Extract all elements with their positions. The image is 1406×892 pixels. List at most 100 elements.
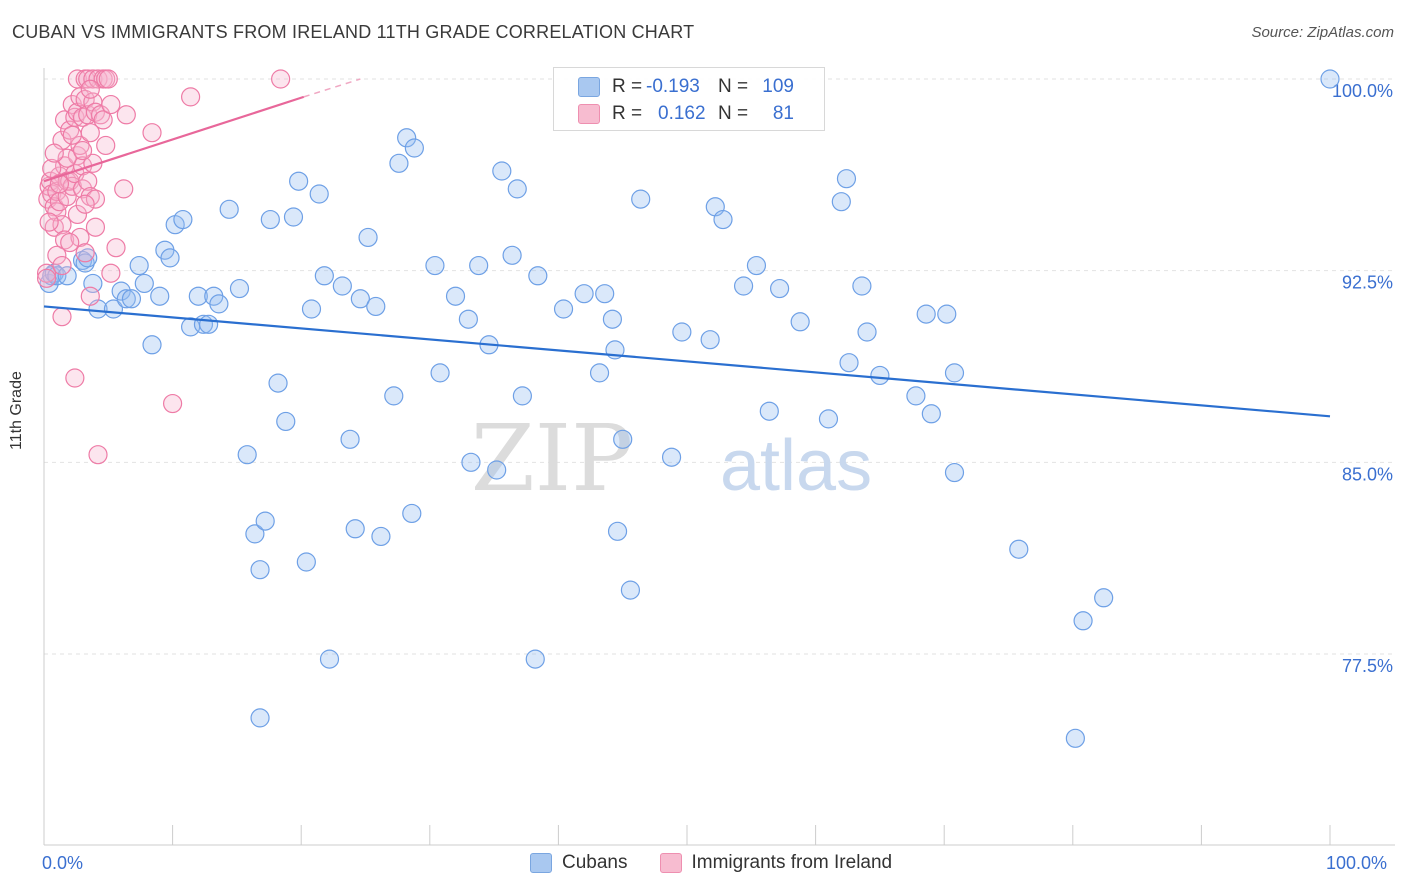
ireland-point bbox=[70, 227, 90, 248]
cuban-point bbox=[358, 227, 378, 248]
ireland-point bbox=[42, 158, 62, 179]
ireland-point bbox=[67, 204, 88, 225]
cuban-point bbox=[319, 649, 340, 669]
cuban-point bbox=[595, 284, 615, 304]
ireland-point bbox=[36, 263, 57, 283]
cuban-point bbox=[116, 289, 136, 309]
y-tick-label: 85.0% bbox=[1342, 464, 1393, 484]
cuban-point bbox=[492, 161, 512, 181]
ireland-point bbox=[78, 171, 98, 191]
legend-item-ireland: Immigrants from Ireland bbox=[659, 852, 892, 874]
x-tick-label-min: 0.0% bbox=[42, 853, 84, 873]
cuban-point bbox=[613, 429, 633, 449]
ireland-point bbox=[106, 238, 126, 258]
cuban-point bbox=[229, 278, 250, 299]
ireland-point bbox=[85, 189, 106, 209]
cuban-point bbox=[57, 266, 77, 286]
ireland-point bbox=[116, 105, 136, 125]
cuban-point bbox=[350, 289, 370, 309]
ireland-point bbox=[44, 217, 64, 237]
cuban-point bbox=[631, 189, 651, 209]
cuban-point bbox=[389, 153, 409, 173]
cuban-point bbox=[301, 299, 322, 319]
cuban-point bbox=[72, 250, 93, 271]
cuban-point bbox=[173, 209, 193, 230]
ireland-point bbox=[88, 69, 108, 89]
legend-r-key: R = bbox=[612, 76, 643, 97]
cuban-point bbox=[1320, 69, 1340, 89]
cuban-point bbox=[852, 276, 872, 296]
legend-n-key: N = bbox=[718, 103, 749, 124]
ireland-point bbox=[65, 368, 85, 388]
ireland-point bbox=[90, 105, 111, 125]
ireland-point bbox=[163, 393, 183, 414]
cuban-point bbox=[245, 524, 265, 544]
ireland-point bbox=[80, 286, 100, 306]
cuban-point bbox=[366, 296, 386, 317]
cuban-point bbox=[404, 138, 424, 158]
cuban-point bbox=[700, 330, 720, 350]
legend-n-value: 109 bbox=[762, 76, 794, 97]
legend-swatch-ireland bbox=[659, 853, 682, 873]
ireland-point bbox=[52, 255, 72, 276]
cuban-point bbox=[296, 552, 316, 572]
cuban-point bbox=[906, 386, 926, 406]
cuban-point bbox=[944, 462, 965, 483]
ireland-point bbox=[47, 245, 67, 265]
cuban-point bbox=[672, 322, 692, 342]
ireland-point bbox=[271, 69, 291, 89]
cuban-point bbox=[916, 304, 936, 324]
cuban-point bbox=[209, 294, 229, 314]
cuban-point bbox=[371, 526, 391, 547]
cuban-point bbox=[289, 171, 309, 191]
ireland-point bbox=[75, 89, 95, 110]
cuban-point bbox=[250, 560, 270, 580]
y-tick-label: 92.5% bbox=[1342, 273, 1393, 293]
series-legend: Cubans Immigrants from Ireland bbox=[530, 852, 924, 874]
cuban-point bbox=[746, 255, 767, 276]
series-ireland bbox=[36, 69, 291, 465]
cuban-point bbox=[250, 708, 270, 728]
legend-swatch-cubans bbox=[530, 853, 552, 873]
legend-swatch-cubans bbox=[578, 77, 600, 97]
cuban-point bbox=[402, 503, 422, 524]
cuban-point bbox=[733, 276, 754, 296]
cuban-point bbox=[129, 255, 149, 276]
ireland-point bbox=[72, 140, 93, 161]
ireland-point bbox=[62, 125, 82, 145]
cuban-point bbox=[818, 409, 839, 429]
cuban-point bbox=[620, 580, 641, 600]
legend-label-cubans: Cubans bbox=[562, 852, 628, 873]
ireland-point bbox=[36, 268, 57, 288]
legend-swatch-ireland bbox=[578, 104, 600, 124]
cuban-point bbox=[525, 649, 545, 669]
legend-r-value: -0.193 bbox=[646, 76, 700, 97]
cuban-point bbox=[921, 404, 941, 424]
cuban-point bbox=[134, 273, 154, 294]
cuban-point bbox=[314, 266, 334, 286]
cuban-point bbox=[384, 386, 404, 406]
watermark: ZIP atlas bbox=[471, 405, 872, 512]
legend-n-key: N = bbox=[718, 76, 749, 97]
ireland-point bbox=[49, 174, 70, 194]
cuban-point bbox=[199, 314, 219, 334]
cuban-point bbox=[1073, 611, 1093, 631]
legend-row-ireland: R = 0.162 N = 81 bbox=[578, 102, 794, 126]
cuban-point bbox=[769, 278, 790, 299]
ireland-point bbox=[52, 307, 72, 327]
ireland-point bbox=[39, 212, 59, 232]
ireland-point bbox=[44, 197, 64, 217]
ireland-point bbox=[101, 94, 121, 115]
ireland-point bbox=[70, 135, 90, 156]
ireland-point bbox=[142, 123, 162, 143]
ireland-point bbox=[114, 179, 134, 199]
cuban-point bbox=[430, 363, 450, 383]
ireland-point bbox=[181, 87, 201, 107]
cuban-point bbox=[425, 255, 445, 276]
y-tick-label: 77.5% bbox=[1342, 656, 1393, 676]
cuban-point bbox=[1094, 588, 1114, 608]
cuban-point bbox=[142, 335, 162, 355]
cuban-point bbox=[340, 429, 360, 449]
trend-line-ireland-extension bbox=[303, 78, 361, 98]
